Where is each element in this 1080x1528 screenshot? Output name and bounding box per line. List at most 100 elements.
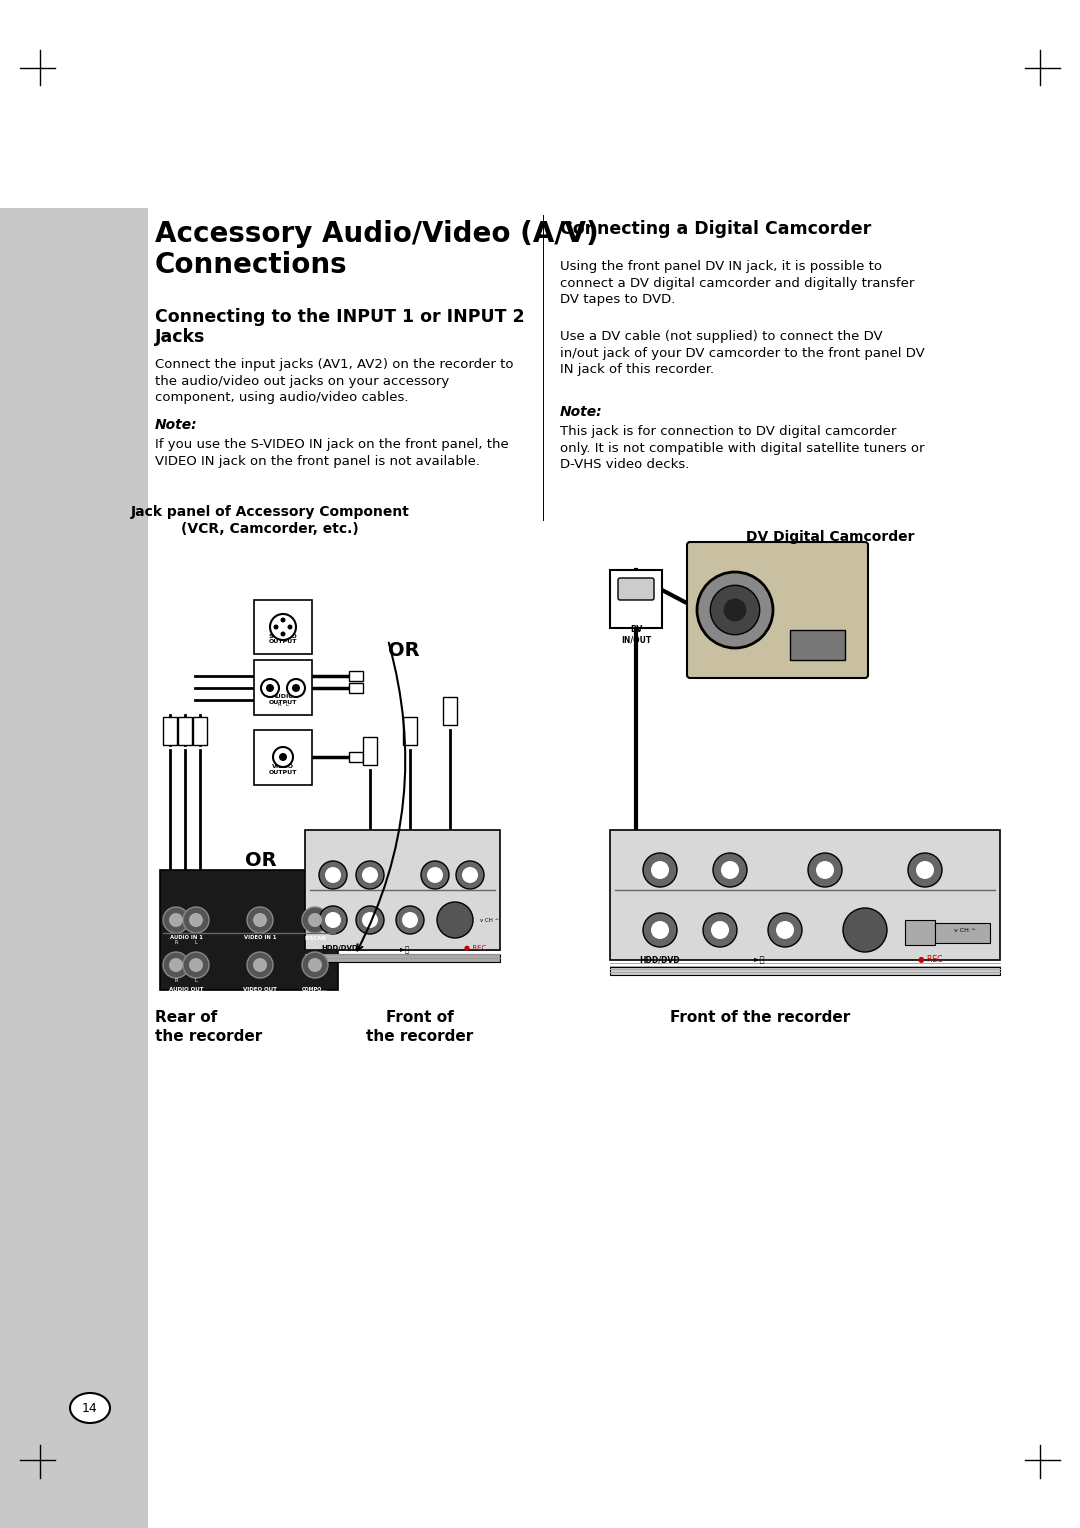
Circle shape xyxy=(768,914,802,947)
Text: Front of
the recorder: Front of the recorder xyxy=(366,1010,474,1044)
Circle shape xyxy=(808,853,842,886)
Circle shape xyxy=(261,678,279,697)
Circle shape xyxy=(721,860,739,879)
Circle shape xyxy=(402,912,418,927)
Circle shape xyxy=(168,958,183,972)
Circle shape xyxy=(703,914,737,947)
Circle shape xyxy=(437,902,473,938)
Text: R: R xyxy=(174,940,178,944)
Circle shape xyxy=(816,860,834,879)
Text: Note:: Note: xyxy=(561,405,603,419)
Text: Using the front panel DV IN jack, it is possible to
connect a DV digital camcord: Using the front panel DV IN jack, it is … xyxy=(561,260,915,306)
Text: Front of the recorder: Front of the recorder xyxy=(670,1010,850,1025)
Text: VIDEO IN 1: VIDEO IN 1 xyxy=(244,935,276,940)
Bar xyxy=(349,752,363,762)
Circle shape xyxy=(325,912,341,927)
Text: AUDIO
OUTPUT: AUDIO OUTPUT xyxy=(269,694,297,704)
Bar xyxy=(363,736,377,766)
Text: 14: 14 xyxy=(82,1401,98,1415)
Circle shape xyxy=(183,908,210,934)
Bar xyxy=(163,717,177,746)
Text: Rear of
the recorder: Rear of the recorder xyxy=(156,1010,262,1044)
Bar xyxy=(0,1390,1080,1528)
Text: L: L xyxy=(194,978,198,983)
Circle shape xyxy=(456,860,484,889)
Circle shape xyxy=(308,914,322,927)
Circle shape xyxy=(183,952,210,978)
Bar xyxy=(0,0,1080,208)
Circle shape xyxy=(356,906,384,934)
Circle shape xyxy=(325,866,341,883)
FancyBboxPatch shape xyxy=(687,542,868,678)
Circle shape xyxy=(247,908,273,934)
Text: Connecting a Digital Camcorder: Connecting a Digital Camcorder xyxy=(561,220,872,238)
Circle shape xyxy=(356,860,384,889)
Circle shape xyxy=(362,912,378,927)
Ellipse shape xyxy=(70,1394,110,1423)
Bar xyxy=(305,953,500,963)
Bar xyxy=(349,671,363,681)
Circle shape xyxy=(253,958,267,972)
Bar xyxy=(610,570,662,628)
Text: HDD/DVD: HDD/DVD xyxy=(639,955,680,964)
Circle shape xyxy=(319,906,347,934)
Circle shape xyxy=(281,631,285,637)
Bar xyxy=(403,717,417,746)
Text: If you use the S-VIDEO IN jack on the front panel, the
VIDEO IN jack on the fron: If you use the S-VIDEO IN jack on the fr… xyxy=(156,439,509,468)
Circle shape xyxy=(287,625,293,630)
Bar xyxy=(789,630,845,660)
Text: OR: OR xyxy=(388,640,420,660)
Text: Connect the input jacks (AV1, AV2) on the recorder to
the audio/video out jacks : Connect the input jacks (AV1, AV2) on th… xyxy=(156,358,513,403)
Circle shape xyxy=(189,958,203,972)
Circle shape xyxy=(253,914,267,927)
Text: S-VIDEO
OUTPUT: S-VIDEO OUTPUT xyxy=(269,634,297,645)
Bar xyxy=(254,660,312,715)
Circle shape xyxy=(643,853,677,886)
Circle shape xyxy=(711,921,729,940)
Text: VIDEO OUT: VIDEO OUT xyxy=(243,987,276,992)
Text: AUDIO IN 1: AUDIO IN 1 xyxy=(170,935,203,940)
Bar xyxy=(905,920,935,944)
Circle shape xyxy=(777,921,794,940)
Text: L: L xyxy=(285,701,288,707)
Circle shape xyxy=(421,860,449,889)
Circle shape xyxy=(302,952,328,978)
Circle shape xyxy=(279,753,287,761)
Text: L: L xyxy=(194,940,198,944)
Bar xyxy=(0,1390,148,1528)
Text: ►⏸: ►⏸ xyxy=(400,944,410,953)
Circle shape xyxy=(843,908,887,952)
Bar xyxy=(349,683,363,694)
Circle shape xyxy=(287,678,305,697)
Text: Note:: Note: xyxy=(156,419,198,432)
Bar xyxy=(148,208,1080,1390)
Circle shape xyxy=(163,908,189,934)
Text: Accessory Audio/Video (A/V)
Connections: Accessory Audio/Video (A/V) Connections xyxy=(156,220,598,280)
Text: ►⏸: ►⏸ xyxy=(754,955,766,964)
Text: VIDEO
OUTPUT: VIDEO OUTPUT xyxy=(269,764,297,775)
Bar xyxy=(160,869,338,990)
Circle shape xyxy=(308,958,322,972)
Text: DV Digital Camcorder: DV Digital Camcorder xyxy=(746,530,915,544)
Bar xyxy=(610,967,1000,975)
Text: This jack is for connection to DV digital camcorder
only. It is not compatible w: This jack is for connection to DV digita… xyxy=(561,425,924,471)
Text: Use a DV cable (not supplied) to connect the DV
in/out jack of your DV camcorder: Use a DV cable (not supplied) to connect… xyxy=(561,330,924,376)
Text: Connecting to the INPUT 1 or INPUT 2
Jacks: Connecting to the INPUT 1 or INPUT 2 Jac… xyxy=(156,309,525,347)
Circle shape xyxy=(713,853,747,886)
Bar xyxy=(443,697,457,724)
Bar xyxy=(935,923,990,943)
Circle shape xyxy=(270,614,296,640)
Circle shape xyxy=(273,747,293,767)
Text: Jack panel of Accessory Component
(VCR, Camcorder, etc.): Jack panel of Accessory Component (VCR, … xyxy=(131,504,409,536)
Text: P/SCAN: P/SCAN xyxy=(305,935,326,940)
Circle shape xyxy=(362,866,378,883)
Bar xyxy=(193,717,207,746)
Circle shape xyxy=(189,914,203,927)
Circle shape xyxy=(281,617,285,622)
Circle shape xyxy=(651,921,669,940)
Text: OR: OR xyxy=(245,851,276,869)
FancyBboxPatch shape xyxy=(618,578,654,601)
Bar xyxy=(305,830,500,950)
Circle shape xyxy=(168,914,183,927)
Circle shape xyxy=(292,685,300,692)
